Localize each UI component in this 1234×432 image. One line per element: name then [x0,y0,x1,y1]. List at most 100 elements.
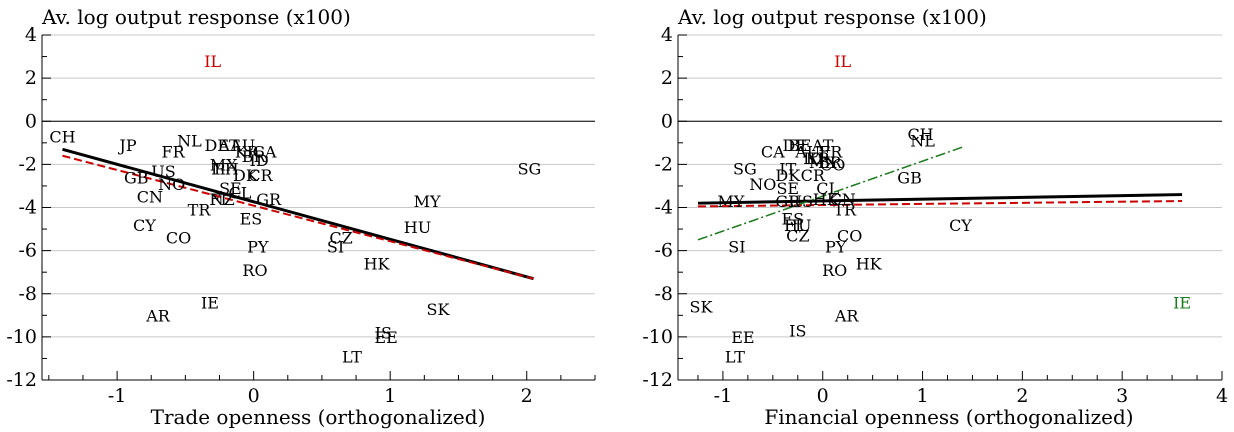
point-label-tr: TR [833,201,857,220]
y-tick-label: -12 [6,369,37,391]
point-label-ro: RO [242,261,267,280]
point-label-cn: CN [137,188,163,207]
point-label-ee: EE [731,328,754,347]
point-label-se: SE [776,179,799,198]
x-tick-label: 1 [917,385,929,407]
point-label-py: PY [247,237,269,256]
point-label-mx: MX [809,153,837,172]
x-tick-label: 2 [521,385,533,407]
point-label-gr: GR [256,190,282,209]
point-label-gb: GB [897,168,922,187]
point-label-au: AU [794,142,820,161]
x-tick-label: 4 [1216,385,1228,407]
point-label-be: BE [788,136,811,155]
point-label-au: AU [229,136,255,155]
point-label-jp: JP [117,136,136,155]
point-label-ro: RO [822,261,847,280]
point-label-ch: CH [907,125,933,144]
point-label-co: CO [837,227,862,246]
point-label-my: MY [414,192,441,211]
point-label-cl: CL [816,179,839,198]
point-label-cz: CZ [786,227,809,246]
point-label-ee: EE [374,328,397,347]
point-label-cr: CR [248,166,273,185]
chart-title: Av. log output response (x100) [677,5,987,29]
point-label-co: CO [166,229,191,248]
y-tick-label: -10 [6,326,37,348]
y-tick-label: -4 [654,197,673,219]
point-label-de: DE [783,136,808,155]
point-label-fi: FI [209,190,226,209]
x-tick-label: 0 [817,385,829,407]
y-tick-label: -6 [18,240,37,262]
point-label-se: SE [219,179,242,198]
point-label-co: CO [820,155,845,174]
point-label-es: ES [240,209,263,228]
point-label-sk: SK [689,298,713,317]
point-label-py: PY [825,237,847,256]
x-tick-label: -1 [714,385,733,407]
y-tick-label: -2 [18,153,37,175]
point-label-ch: CH [49,127,75,146]
point-label-si: SI [327,237,344,256]
y-tick-label: 0 [25,110,37,132]
point-label-nl: NL [910,132,935,151]
point-label-fr: FR [162,142,186,161]
point-label-il: IL [204,52,221,71]
y-tick-label: 0 [661,110,673,132]
point-label-ph: PH [214,160,239,179]
x-tick-label: 1 [384,385,396,407]
point-label-hk: HK [856,255,883,274]
point-label-br: BR [818,153,843,172]
point-label-sg: SG [518,160,542,179]
point-label-de: DE [205,136,230,155]
point-label-cr: CR [801,166,826,185]
point-label-us: US [789,192,813,211]
point-label-cl: CL [229,183,252,202]
y-tick-label: -6 [654,240,673,262]
point-label-hu: HU [784,216,811,235]
y-tick-label: -8 [654,283,673,305]
y-tick-label: -12 [642,369,673,391]
point-label-id: ID [250,151,269,170]
point-label-br: BR [242,147,267,166]
y-tick-label: 4 [25,24,37,46]
point-label-sg: SG [733,160,757,179]
point-label-hk: HK [813,190,840,209]
point-label-dk: DK [233,166,259,185]
point-label-it: IT [211,160,228,179]
point-label-at: AT [217,136,240,155]
point-label-gb: GB [124,168,149,187]
chart-title: Av. log output response (x100) [41,5,351,29]
point-label-ar: AR [834,306,860,325]
point-label-ca: CA [253,142,277,161]
point-label-is: IS [375,324,392,343]
y-tick-label: 2 [25,67,37,89]
point-label-fi: FI [784,216,801,235]
point-label-lt: LT [342,347,362,366]
point-label-kr: KR [235,142,260,161]
point-label-ie: IE [1173,293,1191,312]
point-label-is: IS [789,321,806,340]
point-label-hk: HK [364,255,391,274]
point-label-fr: FR [819,142,843,161]
point-label-lt: LT [725,347,745,366]
point-label-no: NO [749,175,776,194]
point-label-no: NO [158,175,185,194]
point-label-my: MY [717,192,744,211]
point-label-mx: MX [210,155,238,174]
x-tick-label: 2 [1016,385,1028,407]
chart-financial-openness: Av. log output response (x100) Financial… [642,5,1228,429]
point-label-us: US [151,162,175,181]
fit-line-dashed [62,154,534,280]
x-axis-label: Trade openness (orthogonalized) [151,405,486,429]
point-label-cz: CZ [329,229,352,248]
point-label-tr: TR [188,201,212,220]
point-label-il: IL [834,52,851,71]
y-tick-label: -8 [18,283,37,305]
point-label-kr: KR [806,149,831,168]
x-tick-label: 0 [248,385,260,407]
y-tick-label: -2 [654,153,673,175]
